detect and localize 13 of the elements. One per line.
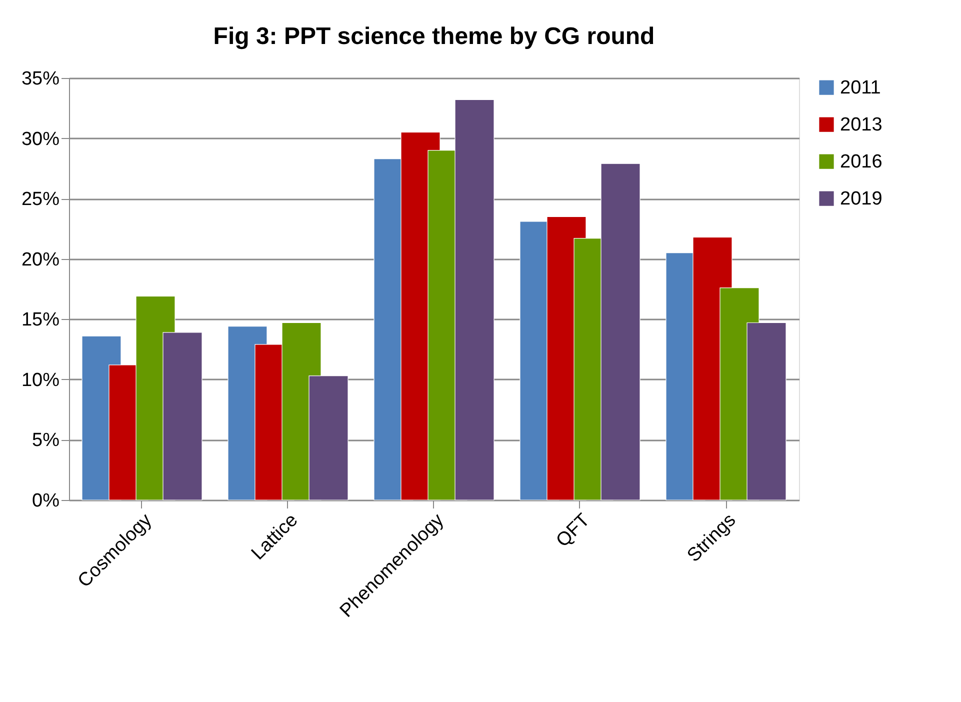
legend-label: 2016 bbox=[840, 152, 882, 172]
y-tick-label: 5% bbox=[32, 430, 60, 452]
y-tick-label: 10% bbox=[21, 370, 60, 391]
legend-label: 2019 bbox=[840, 188, 882, 210]
y-tick-label: 25% bbox=[21, 189, 60, 210]
y-tick-label: 0% bbox=[32, 490, 60, 512]
legend-label: 2013 bbox=[840, 114, 882, 136]
y-tick-label: 20% bbox=[21, 249, 60, 270]
y-tick-label: 35% bbox=[21, 68, 60, 90]
legend-label: 2011 bbox=[840, 78, 881, 98]
chart-title: Fig 3: PPT science theme by CG round bbox=[213, 23, 655, 50]
y-tick-label: 30% bbox=[21, 128, 60, 150]
y-tick-label: 15% bbox=[21, 310, 60, 331]
